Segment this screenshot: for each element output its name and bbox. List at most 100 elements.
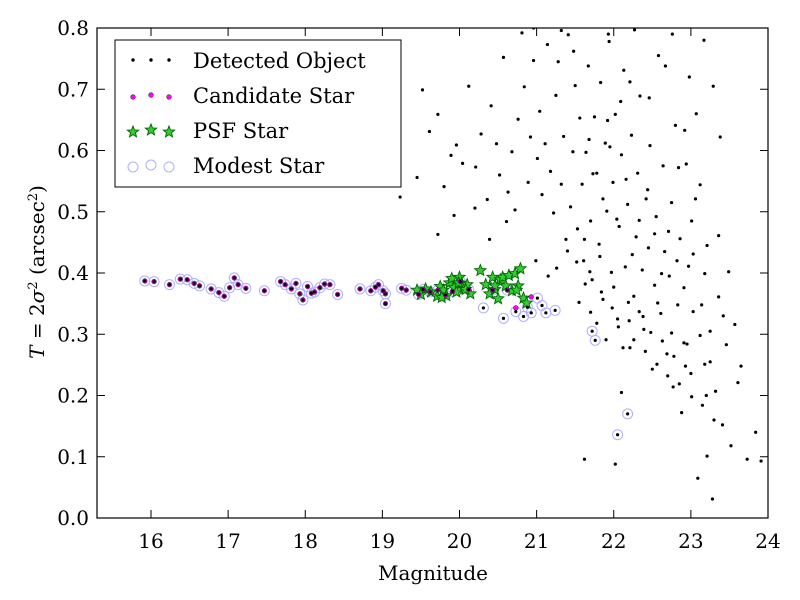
- detected-object-point: [609, 270, 614, 274]
- detected-object-point: [648, 144, 652, 148]
- detected-object-point: [427, 129, 432, 134]
- detected-object-point: [232, 276, 236, 280]
- detected-object-point: [452, 213, 456, 218]
- detected-object-point: [592, 115, 597, 119]
- y-tick-label: 0.4: [57, 261, 89, 285]
- detected-object-point: [460, 161, 465, 165]
- detected-object-point: [608, 145, 612, 149]
- legend-marker-detected: [131, 58, 171, 62]
- legend-marker-candidate: [130, 92, 172, 100]
- detected-object-point: [634, 235, 638, 239]
- detected-object-point: [727, 270, 731, 274]
- detected-object-point: [222, 294, 226, 298]
- detected-object-point: [632, 28, 637, 32]
- detected-object-point: [398, 195, 402, 199]
- x-tick-label: 18: [293, 529, 318, 553]
- legend-marker-psf: [126, 122, 176, 138]
- legend-psf-star: [162, 124, 176, 138]
- detected-object-point: [152, 279, 156, 284]
- detected-object-point: [628, 80, 632, 84]
- y-label-sup2: 2: [26, 193, 41, 201]
- detected-object-point: [590, 278, 594, 282]
- detected-object-point: [675, 259, 679, 263]
- detected-object-point: [228, 286, 232, 290]
- detected-object-point: [369, 289, 373, 293]
- detected-object-point: [546, 274, 550, 278]
- detected-object-point: [580, 182, 584, 186]
- detected-object-point: [185, 278, 189, 282]
- detected-object-point: [621, 346, 625, 350]
- modest-star-point: [589, 334, 601, 346]
- detected-object-point: [703, 272, 707, 276]
- detected-object-point: [436, 232, 440, 237]
- detected-object-point: [629, 133, 634, 137]
- detected-object-point: [601, 297, 605, 301]
- detected-object-point: [694, 112, 698, 116]
- detected-object-point: [666, 229, 671, 233]
- detected-object-point: [663, 249, 667, 254]
- modest-star-point: [612, 429, 624, 441]
- modest-star-point: [148, 276, 160, 288]
- modest-star-point: [139, 275, 151, 287]
- modest-star-point: [294, 288, 306, 300]
- detected-object-point: [641, 314, 645, 319]
- detected-object-point: [283, 283, 287, 287]
- x-tick-label: 19: [370, 529, 395, 553]
- detected-object-point: [540, 303, 544, 308]
- detected-object-point: [615, 217, 619, 221]
- y-axis-ticks: 0.0 0.1 0.2 0.3 0.4 0.5 0.6 0.7 0.8: [57, 16, 768, 530]
- detected-object-point: [710, 497, 715, 501]
- detected-object-point: [667, 274, 671, 278]
- y-label-eq: = 2: [25, 303, 49, 345]
- detected-object-point: [671, 385, 675, 389]
- modest-star-point: [332, 288, 344, 300]
- x-axis-ticks: 16 17 18 19 20 21 22 23 24: [138, 28, 781, 553]
- detected-object-point: [759, 459, 763, 463]
- detected-object-point: [690, 219, 694, 223]
- x-tick-label: 21: [524, 529, 549, 553]
- detected-object-point: [653, 232, 657, 236]
- detected-object-point: [485, 197, 489, 202]
- detected-object-point: [616, 317, 620, 321]
- detected-object-point: [589, 310, 593, 314]
- detected-object-point: [489, 104, 493, 108]
- detected-object-point: [589, 219, 593, 223]
- detected-object-point: [691, 252, 695, 256]
- detected-object-point: [656, 301, 660, 305]
- y-tick-label: 0.2: [57, 384, 89, 408]
- detected-object-point: [659, 311, 663, 316]
- detected-object-point: [575, 260, 579, 264]
- detected-object-point: [643, 349, 647, 353]
- detected-object-point: [627, 319, 631, 323]
- detected-object-point: [619, 153, 624, 157]
- legend-psf-star: [126, 124, 140, 138]
- detected-object-point: [718, 135, 722, 139]
- detected-object-point: [244, 286, 248, 290]
- detected-object-point: [595, 321, 599, 325]
- detected-object-point: [473, 206, 477, 210]
- detected-object-point: [669, 331, 674, 335]
- detected-object-point: [638, 94, 642, 98]
- detected-object-point: [301, 298, 305, 302]
- detected-object-point: [720, 423, 725, 427]
- detected-object-point: [599, 290, 604, 294]
- detected-object-point: [632, 338, 636, 342]
- detected-object-point: [619, 390, 624, 395]
- detected-object-point: [450, 289, 455, 293]
- detected-object-point: [597, 242, 601, 246]
- detected-object-point: [663, 64, 668, 68]
- psf-star-point: [473, 263, 488, 277]
- detected-object-point: [535, 296, 539, 300]
- detected-object-point: [736, 381, 740, 385]
- y-tick-label: 0.5: [57, 200, 89, 224]
- detected-object-point: [599, 80, 603, 85]
- detected-object-point: [646, 188, 650, 192]
- detected-object-point: [678, 237, 682, 241]
- detected-object-point: [444, 293, 448, 297]
- detected-object-point: [605, 118, 610, 123]
- detected-object-point: [529, 311, 533, 315]
- detected-object-point: [521, 314, 526, 319]
- x-axis-label: Magnitude: [378, 561, 488, 585]
- detected-object-point: [604, 338, 608, 342]
- detected-object-point: [236, 283, 240, 287]
